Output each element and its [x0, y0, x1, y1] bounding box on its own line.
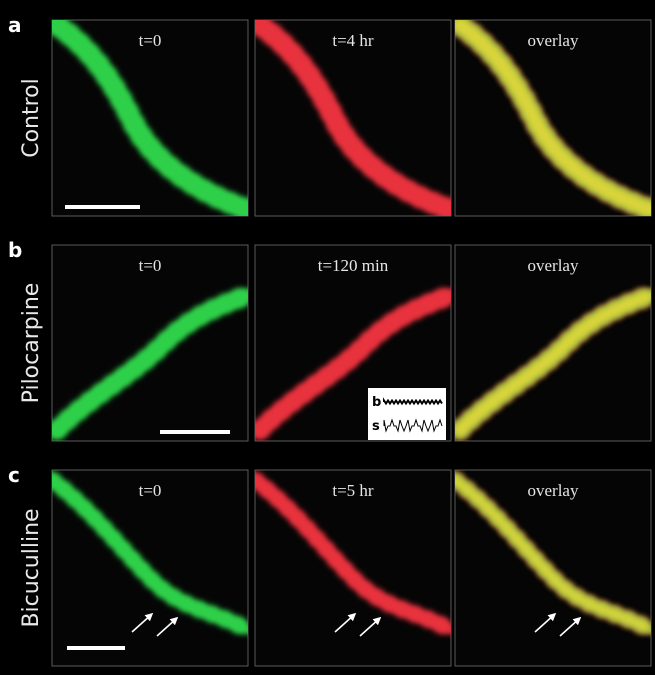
- image-panel: overlay: [454, 244, 652, 442]
- panel-label: overlay: [528, 481, 579, 500]
- panel-label: t=4 hr: [332, 31, 374, 50]
- image-panel: overlay: [454, 469, 652, 667]
- panel-letter: c: [8, 463, 20, 487]
- spines: [52, 471, 248, 639]
- arrow: [559, 616, 582, 637]
- spines: [455, 20, 651, 216]
- panel-label: t=0: [139, 31, 162, 50]
- spines: [455, 473, 651, 637]
- arrow: [131, 612, 154, 633]
- panel-letter: b: [8, 238, 22, 262]
- trace-inset: bs: [368, 388, 446, 440]
- dendrite-image: [455, 20, 651, 216]
- spines: [52, 20, 248, 216]
- row-label: Pilocarpine: [19, 283, 44, 404]
- panel-label: t=120 min: [318, 256, 389, 275]
- trace: [383, 418, 443, 433]
- inset-label: b: [372, 395, 381, 410]
- dendrite-image: [52, 285, 248, 440]
- row-label: Bicuculline: [19, 508, 44, 627]
- image-panel: t=0: [51, 244, 249, 442]
- dendrite-image: [52, 471, 248, 639]
- image-panel: t=120 min: [254, 244, 452, 442]
- spines: [455, 287, 651, 438]
- panel-letter: a: [8, 13, 22, 37]
- image-panel: t=5 hr: [254, 469, 452, 667]
- dendrite-image: [255, 285, 451, 440]
- arrow: [156, 616, 179, 637]
- arrow: [334, 612, 357, 633]
- arrow: [534, 612, 557, 633]
- inset-box: [368, 388, 446, 440]
- inset-label: s: [372, 419, 380, 434]
- dendrite-image: [255, 20, 451, 216]
- row-label: Control: [19, 78, 44, 158]
- dendrite-image: [255, 471, 451, 639]
- dendrite-image: [52, 20, 248, 216]
- arrow: [359, 616, 382, 637]
- image-panel: overlay: [454, 19, 652, 217]
- spines: [255, 471, 451, 639]
- trace: [383, 397, 443, 406]
- spines: [255, 20, 451, 216]
- panel-label: t=0: [139, 481, 162, 500]
- dendrite-image: [455, 285, 651, 440]
- panel-label: overlay: [528, 256, 579, 275]
- panel-label: t=0: [139, 256, 162, 275]
- image-panel: t=0: [51, 469, 249, 667]
- dendrite-image: [455, 471, 651, 639]
- spines: [255, 285, 451, 440]
- image-panel: t=4 hr: [254, 19, 452, 217]
- panel-label: overlay: [528, 31, 579, 50]
- spines: [52, 285, 248, 440]
- panel-label: t=5 hr: [332, 481, 374, 500]
- image-panel: t=0: [51, 19, 249, 217]
